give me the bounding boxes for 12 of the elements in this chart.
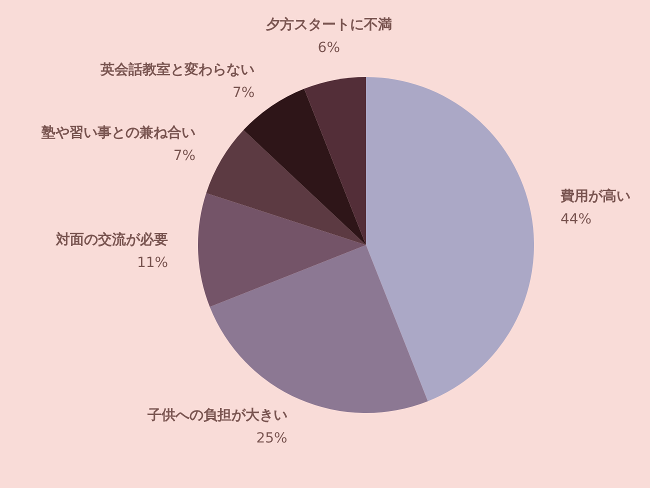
slice-label: 対面の交流が必要 [55,230,168,248]
slice-label: 費用が高い [559,188,630,205]
data-label: 11% [136,254,168,271]
data-label: 44% [560,212,592,228]
data-label: 6% [318,40,340,56]
slice-label: 子供への負担が大きい [146,407,288,424]
data-label: 7% [232,84,255,101]
slice-label: 夕方スタートに不満 [264,16,392,34]
data-label: 25% [256,430,288,446]
data-label: 7% [173,148,196,164]
slice-label: 英会話教室と変わらない [100,60,255,78]
slice-label: 塾や習い事との兼ね合い [40,124,196,141]
